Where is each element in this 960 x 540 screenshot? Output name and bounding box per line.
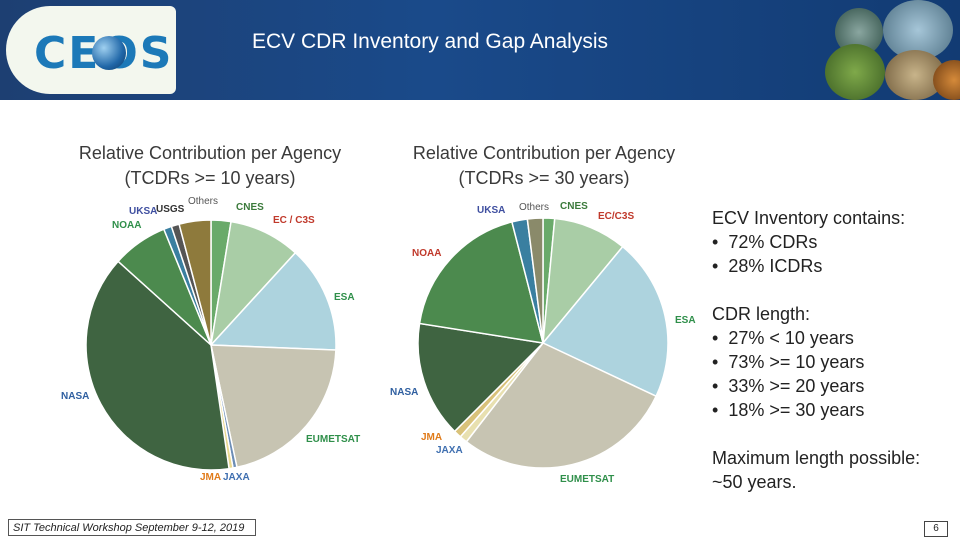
cdr-length-item-text: 73% >= 10 years <box>728 352 865 372</box>
cdr-length-item: • 18% >= 30 years <box>712 400 865 420</box>
pie-chart-30-years <box>417 217 669 469</box>
pie-slice-eumetsat <box>465 342 658 469</box>
pie-slice-nasa <box>85 260 230 471</box>
page-number: 6 <box>924 521 948 537</box>
slice-label-others: Others <box>188 196 219 207</box>
cdr-length-heading: CDR length: <box>712 304 811 324</box>
inventory-item: • 72% CDRs <box>712 232 818 252</box>
chart1-title-line2: (TCDRs >= 10 years) <box>124 168 296 188</box>
inventory-item-text: 72% CDRs <box>728 232 818 252</box>
pie-slice-others <box>178 219 212 346</box>
pie-slice-noaa <box>418 221 545 344</box>
slice-label-esa: ESA <box>334 292 355 303</box>
slice-label-uksa: UKSA <box>477 205 506 216</box>
max-length-line1: Maximum length possible: <box>712 448 921 468</box>
cdr-length-item: • 73% >= 10 years <box>712 352 865 372</box>
header-banner: CEOS ECV CDR Inventory and Gap Analysis <box>0 0 960 100</box>
cdr-length-item: • 33% >= 20 years <box>712 376 865 396</box>
photo-circle-3 <box>825 44 885 100</box>
slice-label-jma: JMA <box>421 432 443 443</box>
chart2-title: Relative Contribution per Agency (TCDRs … <box>384 141 704 191</box>
inventory-item-text: 28% ICDRs <box>728 256 823 276</box>
slice-label-noaa: NOAA <box>112 220 142 231</box>
chart1-title: Relative Contribution per Agency (TCDRs … <box>50 141 370 191</box>
slice-label-jma: JMA <box>200 472 222 483</box>
pie-slice-esa <box>541 245 669 398</box>
pie-chart-10-years <box>85 219 337 471</box>
cdr-length-item-text: 27% < 10 years <box>728 328 854 348</box>
inventory-block: ECV Inventory contains: • 72% CDRs • 28%… <box>712 206 905 278</box>
globe-icon <box>92 36 126 70</box>
chart2-title-line2: (TCDRs >= 30 years) <box>458 168 630 188</box>
pie-slice-esa <box>209 251 337 351</box>
slice-label-usgs: USGS <box>156 204 185 215</box>
chart1-title-line1: Relative Contribution per Agency <box>78 143 342 163</box>
chart2-title-line1: Relative Contribution per Agency <box>412 143 676 163</box>
slice-label-ec-c3s: EC / C3S <box>273 215 315 226</box>
slice-label-nasa: NASA <box>390 387 419 398</box>
slice-label-jaxa: JAXA <box>436 445 463 456</box>
max-length-line2: ~50 years. <box>712 472 797 492</box>
cdr-length-item: • 27% < 10 years <box>712 328 854 348</box>
pie-slice-eumetsat <box>210 344 337 469</box>
slice-label-others: Others <box>519 202 550 213</box>
pie-slice-ec-c3s <box>542 217 624 346</box>
footer-event: SIT Technical Workshop September 9-12, 2… <box>8 519 256 536</box>
slice-label-jaxa: JAXA <box>223 472 250 483</box>
slice-label-nasa: NASA <box>61 391 90 402</box>
inventory-item: • 28% ICDRs <box>712 256 823 276</box>
slice-label-cnes: CNES <box>236 202 264 213</box>
inventory-heading: ECV Inventory contains: <box>712 208 906 228</box>
pie-slice-nasa <box>417 322 545 433</box>
slice-label-cnes: CNES <box>560 201 588 212</box>
photo-circle-5 <box>933 60 960 100</box>
cdr-length-item-text: 18% >= 30 years <box>728 400 865 420</box>
slide-title: ECV CDR Inventory and Gap Analysis <box>252 30 608 53</box>
max-length-block: Maximum length possible: ~50 years. <box>712 446 920 494</box>
pie-slice-others <box>526 217 544 344</box>
slice-label-esa: ESA <box>675 315 696 326</box>
ceos-logo: CEOS <box>6 6 176 94</box>
slice-label-ec-c3s: EC/C3S <box>598 211 635 222</box>
cdr-length-block: CDR length: • 27% < 10 years • 73% >= 10… <box>712 302 864 422</box>
header-photo-collage <box>815 0 960 100</box>
slice-label-noaa: NOAA <box>412 248 442 259</box>
slice-label-uksa: UKSA <box>129 206 158 217</box>
cdr-length-item-text: 33% >= 20 years <box>728 376 865 396</box>
slice-label-eumetsat: EUMETSAT <box>306 434 361 445</box>
slice-label-eumetsat: EUMETSAT <box>560 474 615 485</box>
